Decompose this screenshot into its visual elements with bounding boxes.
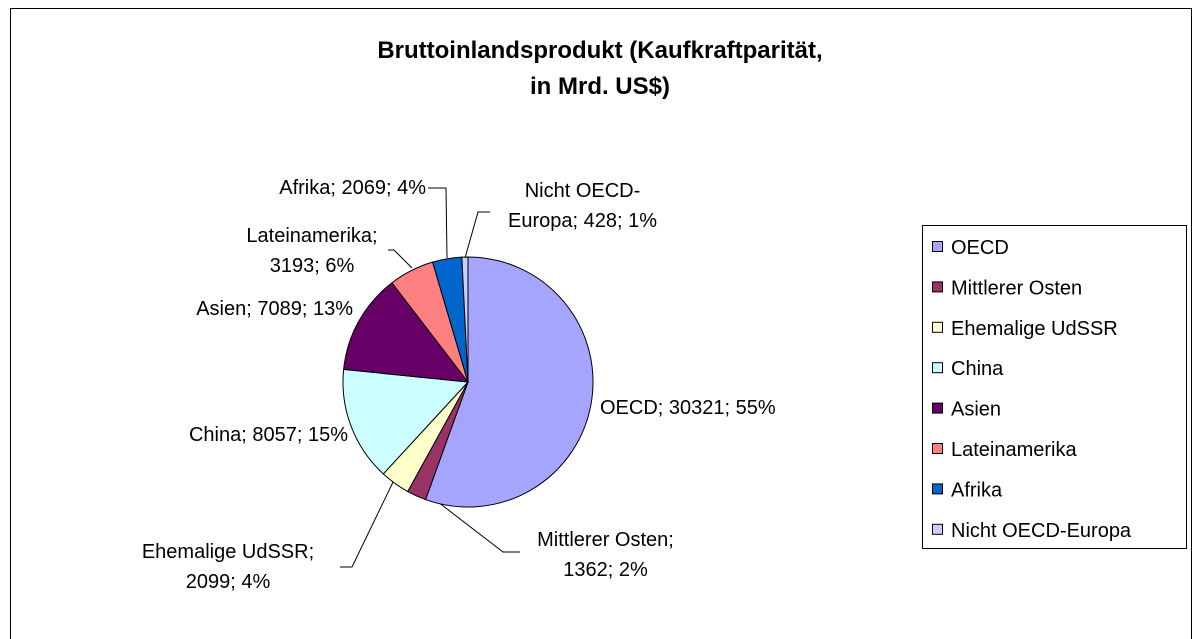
leader-line [424,491,520,553]
data-label: Ehemalige UdSSR; 2099; 4% [141,541,315,593]
leader-lines [340,187,520,568]
pie-slice [461,256,469,383]
legend-label: Asien [951,399,1001,421]
leader-line [340,477,396,568]
data-label: China; 8057; 15% [188,424,348,446]
legend-label: Afrika [951,479,1003,501]
data-label: Asien; 7089; 13% [196,298,353,320]
legend-label: OECD [951,237,1009,259]
data-label: Nicht OECD-Europa; 428; 1% [508,180,657,232]
legend-label: Nicht OECD-Europa [951,520,1132,542]
chart-border [10,8,1192,639]
legend-swatch [932,281,943,293]
legend-label: Mittlerer Osten [951,277,1082,299]
legend-swatch [932,402,943,414]
data-label: Mittlerer Osten; 1362; 2% [537,529,674,581]
data-label: Lateinamerika; 3193; 6% [246,225,378,277]
legend-label: Ehemalige UdSSR [951,318,1118,340]
pie-slice [343,282,470,383]
legend-box [922,225,1187,549]
pie-slice [424,256,594,508]
legend-swatch [932,321,943,333]
legend-label: Lateinamerika [951,439,1078,461]
pie-slice [342,368,470,475]
leader-line [388,249,413,269]
legend-swatch [932,443,943,454]
legend-swatch [932,523,943,535]
legend-label: China [951,358,1004,380]
chart-title: Bruttoinlandsprodukt (Kaufkraftparität, … [377,37,823,100]
data-label: OECD; 30321; 55% [600,397,776,419]
legend-swatch [932,362,943,374]
legend-swatch [932,241,943,252]
legend-swatch [932,483,943,495]
data-label: Afrika; 2069; 4% [279,177,426,199]
leader-line [464,211,490,259]
leader-line [428,187,448,259]
